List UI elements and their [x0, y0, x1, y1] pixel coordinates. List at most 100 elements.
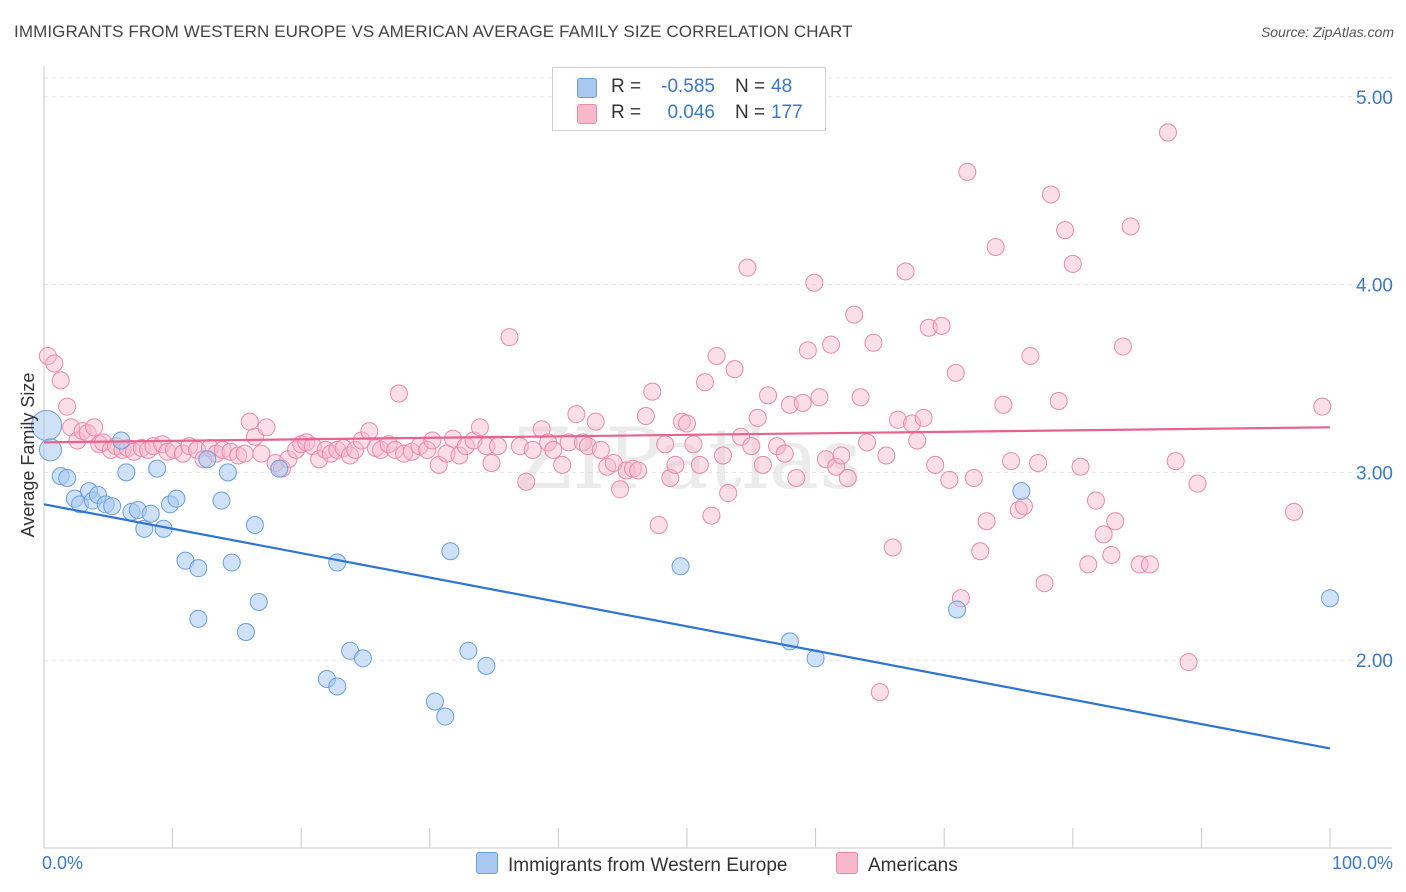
data-point-americans — [958, 162, 977, 181]
data-point-immigrants — [148, 459, 167, 478]
data-point-immigrants — [948, 600, 967, 619]
data-point-americans — [932, 316, 951, 335]
data-point-americans — [1021, 346, 1040, 365]
stats-legend: R = -0.585 N = 48 R = 0.046 N = 177 — [552, 67, 826, 131]
data-point-americans — [742, 437, 761, 456]
data-point-americans — [888, 410, 907, 429]
bottom-legend-swatch-americans — [836, 852, 858, 874]
data-point-americans — [287, 440, 306, 459]
data-point-immigrants — [189, 609, 208, 628]
data-point-immigrants — [58, 469, 77, 488]
y-tick-label: 3.00 — [1356, 463, 1393, 484]
data-point-americans — [1158, 123, 1177, 142]
data-point-americans — [986, 238, 1005, 257]
trend-lines — [43, 426, 1331, 750]
data-point-americans — [1313, 397, 1332, 416]
data-point-immigrants — [167, 489, 186, 508]
data-point-immigrants — [1012, 482, 1031, 501]
data-point-immigrants — [477, 656, 496, 675]
data-point-americans — [553, 455, 572, 474]
data-point-americans — [775, 444, 794, 463]
data-point-americans — [732, 427, 751, 446]
data-point-americans — [488, 437, 507, 456]
data-point-immigrants — [218, 463, 237, 482]
data-point-americans — [257, 418, 276, 437]
data-point-americans — [787, 469, 806, 488]
data-point-americans — [1071, 457, 1090, 476]
data-point-americans — [62, 418, 81, 437]
data-point-americans — [629, 461, 648, 480]
data-point-immigrants — [270, 459, 289, 478]
data-point-americans — [827, 457, 846, 476]
data-point-americans — [500, 328, 519, 347]
data-point-americans — [1079, 555, 1098, 574]
data-point-americans — [240, 412, 259, 431]
data-point-immigrants — [117, 463, 136, 482]
data-point-americans — [832, 446, 851, 465]
data-point-americans — [470, 418, 489, 437]
data-point-americans — [877, 446, 896, 465]
y-tick-label: 2.00 — [1356, 651, 1393, 672]
data-point-immigrants — [245, 515, 264, 534]
data-point-americans — [940, 470, 959, 489]
data-point-immigrants — [459, 641, 478, 660]
data-point-americans — [822, 335, 841, 354]
data-point-immigrants — [236, 623, 255, 642]
trend-line-immigrants — [43, 503, 1331, 750]
data-point-americans — [1113, 337, 1132, 356]
data-point-immigrants — [436, 707, 455, 726]
data-point-americans — [532, 420, 551, 439]
data-point-americans — [684, 435, 703, 454]
y-axis-label: Average Family Size — [18, 373, 38, 538]
legend-r-value: -0.585 — [661, 76, 715, 97]
data-point-americans — [636, 407, 655, 426]
data-point-americans — [1049, 392, 1068, 411]
data-point-americans — [793, 393, 812, 412]
data-point-americans — [816, 450, 835, 469]
legend-r-label: R = — [611, 76, 642, 97]
data-point-americans — [346, 440, 365, 459]
legend-r-label: R = — [611, 102, 642, 123]
data-point-americans — [68, 431, 87, 450]
data-point-americans — [1284, 502, 1303, 521]
bottom-legend-swatch-immigrants — [476, 852, 498, 874]
source-label: Source: ZipAtlas.com — [1260, 24, 1394, 40]
data-point-americans — [1121, 217, 1140, 236]
data-point-americans — [341, 446, 360, 465]
data-point-americans — [1035, 574, 1054, 593]
data-point-americans — [235, 444, 254, 463]
data-point-americans — [252, 444, 271, 463]
data-point-americans — [1014, 497, 1033, 516]
data-point-americans — [946, 363, 965, 382]
data-point-americans — [690, 455, 709, 474]
data-point-americans — [649, 515, 668, 534]
data-point-americans — [482, 454, 501, 472]
data-point-immigrants — [441, 542, 460, 561]
data-point-immigrants — [671, 557, 690, 576]
data-point-americans — [738, 258, 757, 277]
data-point-americans — [870, 683, 889, 702]
data-point-americans — [714, 446, 733, 465]
data-point-americans — [544, 440, 563, 459]
data-point-immigrants — [198, 450, 217, 469]
data-point-americans — [977, 512, 996, 531]
data-point-americans — [1094, 525, 1113, 544]
data-point-americans — [896, 262, 915, 281]
legend-n-value: 177 — [771, 102, 803, 123]
data-point-americans — [883, 538, 902, 557]
data-point-immigrants — [212, 491, 231, 510]
data-point-americans — [517, 472, 536, 491]
data-point-americans — [1188, 474, 1207, 493]
data-point-americans — [38, 346, 57, 365]
data-point-immigrants — [103, 497, 122, 516]
data-point-americans — [591, 440, 610, 459]
grid-lines — [44, 77, 1392, 661]
data-point-americans — [851, 388, 870, 407]
data-point-americans — [994, 395, 1013, 414]
watermark: ZIPatlas — [514, 410, 862, 508]
data-point-americans — [759, 386, 778, 405]
bottom-legend-label-immigrants: Immigrants from Western Europe — [508, 855, 788, 876]
tick-labels: 2.00 3.00 4.00 5.00 0.0% 100.0% — [42, 88, 1393, 873]
data-point-americans — [926, 455, 945, 474]
